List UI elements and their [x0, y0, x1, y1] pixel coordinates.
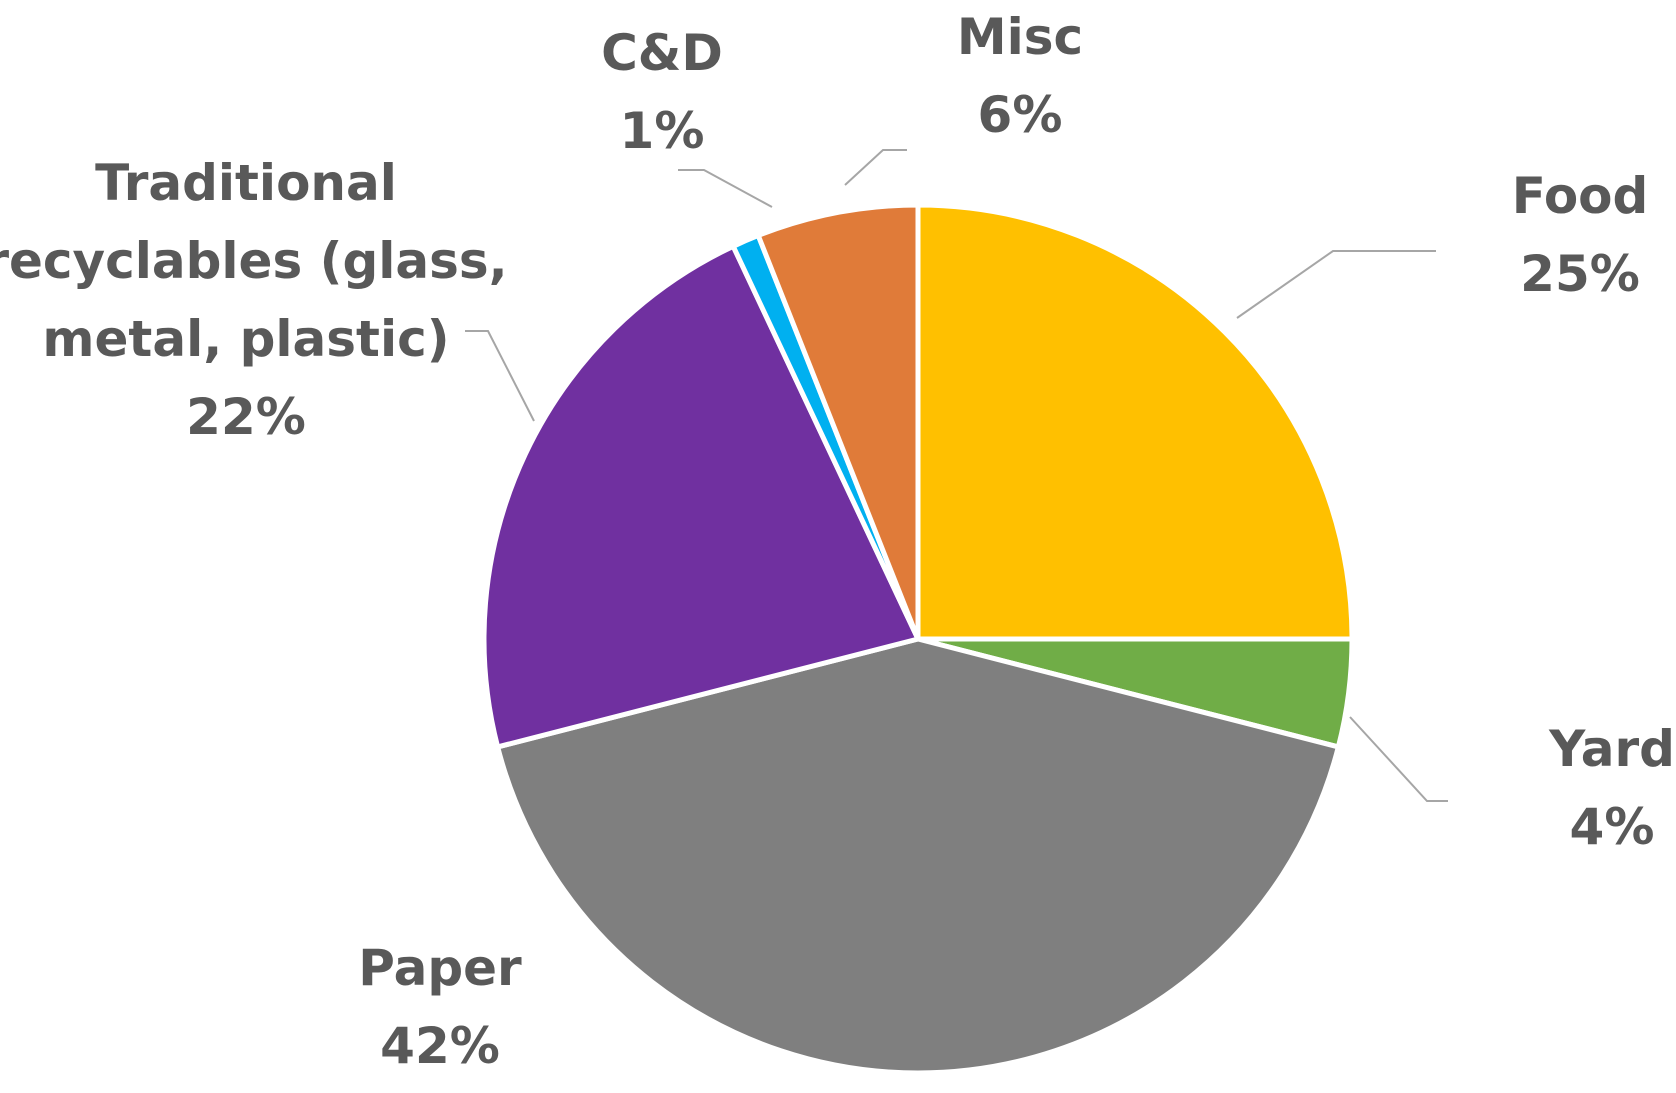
data-label-category: recyclables (glass,: [0, 232, 508, 290]
pie-slice-paper: [495, 636, 1341, 1076]
data-label-percent: 6%: [978, 86, 1063, 144]
data-label-percent: 4%: [1570, 798, 1655, 856]
data-label-percent: 42%: [380, 1017, 500, 1075]
data-label-misc: Misc 6%: [957, 8, 1083, 144]
data-label-category: Yard: [1548, 720, 1675, 778]
data-label-food: Food 25%: [1512, 167, 1649, 303]
data-label-category: C&D: [601, 24, 723, 82]
data-label-traditional-recyclables-glass-metal-plastic: Traditional recyclables (glass, metal, pla…: [0, 154, 508, 446]
pie-slice-misc: [755, 202, 921, 642]
leader-lines: [465, 149, 1448, 802]
data-label-percent: 22%: [186, 388, 306, 446]
data-label-category: Traditional: [95, 154, 397, 212]
leader-line-traditional-recyclables-glass-metal-plastic: [465, 330, 535, 422]
pie-slice-food: [915, 202, 1355, 642]
data-label-category: Misc: [957, 8, 1083, 66]
data-label-category: Food: [1512, 167, 1649, 225]
data-labels: Food 25% Yard 4% Paper 42% Traditional recyclab…: [0, 8, 1675, 1075]
data-label-c-d: C&D 1%: [601, 24, 723, 160]
data-label-percent: 1%: [620, 102, 705, 160]
pie-slice-traditional-recyclables-glass-metal-plastic: [481, 243, 921, 750]
data-label-paper: Paper 42%: [358, 939, 522, 1075]
data-label-yard: Yard 4%: [1548, 720, 1675, 856]
data-label-category: metal, plastic): [42, 310, 449, 368]
leader-line-c-d: [678, 169, 773, 208]
leader-line-misc: [844, 149, 907, 186]
data-label-percent: 25%: [1520, 245, 1640, 303]
pie-slices: [481, 202, 1355, 1076]
leader-line-yard: [1349, 716, 1448, 802]
leader-line-food: [1236, 250, 1436, 319]
data-label-category: Paper: [358, 939, 522, 997]
